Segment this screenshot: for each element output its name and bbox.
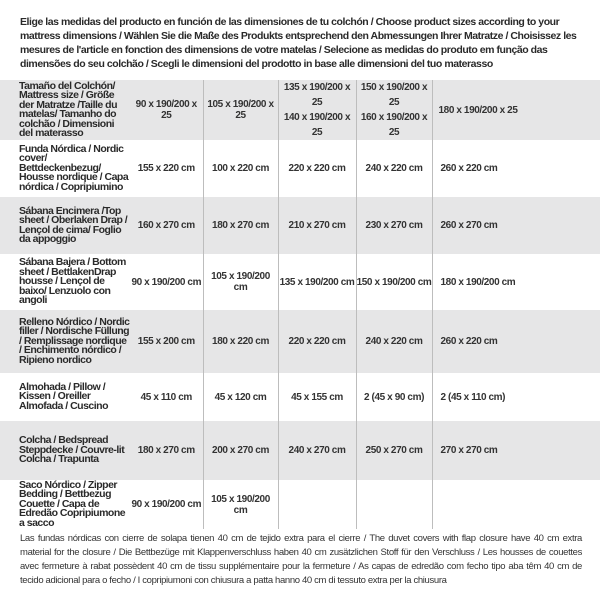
size-cell bbox=[355, 480, 432, 529]
row-label: Sábana Bajera / Bottom sheet / Bettlaken… bbox=[19, 256, 126, 307]
footnote: Las fundas nórdicas con cierre de solapa… bbox=[20, 533, 582, 586]
header-size: 105 x 190/200 x 25 bbox=[202, 80, 278, 140]
size-cell: 230 x 270 cm bbox=[355, 197, 432, 254]
size-cell: 45 x 120 cm bbox=[202, 373, 278, 421]
table-row: Relleno Nórdico / Nordic filler / Nordis… bbox=[0, 310, 600, 373]
size-cell: 240 x 220 cm bbox=[355, 140, 432, 197]
table-row: Sábana Encimera /Top sheet / Oberlaken D… bbox=[0, 197, 600, 254]
size-cell: 2 (45 x 90 cm) bbox=[355, 373, 432, 421]
table-row: Funda Nórdica / Nordic cover/ Bettdecken… bbox=[0, 140, 600, 197]
table-row: Almohada / Pillow / Kissen / Oreiller Al… bbox=[0, 373, 600, 421]
row-label: Funda Nórdica / Nordic cover/ Bettdecken… bbox=[19, 142, 129, 193]
header-label: Tamaño del Colchón/ Mattress size / Größ… bbox=[0, 80, 130, 140]
size-cell: 260 x 220 cm bbox=[431, 140, 600, 197]
size-cell: 105 x 190/200 cm bbox=[202, 254, 278, 310]
size-table: Tamaño del Colchón/ Mattress size / Größ… bbox=[0, 80, 600, 529]
table-header-row: Tamaño del Colchón/ Mattress size / Größ… bbox=[0, 80, 600, 140]
row-label: Colcha / Bedspread Steppdecke / Couvre-l… bbox=[0, 421, 130, 480]
size-cell: 45 x 110 cm bbox=[140, 391, 193, 403]
size-cell: 160 x 270 cm bbox=[130, 197, 203, 254]
header-size: 90 x 190/200 x 25 bbox=[130, 80, 203, 140]
size-cell: 105 x 190/200 cm bbox=[202, 480, 278, 529]
intro-text: Elige las medidas del producto en funció… bbox=[20, 16, 577, 70]
table-row: Colcha / Bedspread Steppdecke / Couvre-l… bbox=[0, 421, 600, 480]
size-cell: 155 x 200 cm bbox=[130, 310, 203, 373]
size-cell: 180 x 220 cm bbox=[202, 310, 278, 373]
size-cell: 220 x 220 cm bbox=[277, 140, 356, 197]
size-cell bbox=[431, 480, 600, 529]
size-cell: 2 (45 x 110 cm) bbox=[431, 373, 600, 421]
size-cell: 240 x 220 cm bbox=[355, 310, 432, 373]
header-size: 180 x 190/200 x 25 bbox=[431, 80, 600, 140]
row-label: Sábana Encimera /Top sheet / Oberlaken D… bbox=[0, 197, 130, 254]
size-cell: 180 x 270 cm bbox=[130, 421, 203, 480]
header-size: 135 x 190/200 x 25 140 x 190/200 x 25 bbox=[277, 80, 356, 140]
table-row: Saco Nórdico / Zipper Bedding / Bettbezu… bbox=[0, 480, 600, 529]
size-cell: 180 x 190/200 cm bbox=[431, 254, 600, 310]
size-cell: 180 x 270 cm bbox=[202, 197, 278, 254]
size-cell: 260 x 270 cm bbox=[431, 197, 600, 254]
size-cell: 270 x 270 cm bbox=[431, 421, 600, 480]
row-label: Saco Nórdico / Zipper Bedding / Bettbezu… bbox=[19, 478, 126, 529]
size-cell: 260 x 220 cm bbox=[431, 310, 600, 373]
size-cell: 220 x 220 cm bbox=[277, 310, 356, 373]
size-cell: 155 x 220 cm bbox=[137, 163, 195, 174]
size-cell: 150 x 190/200 cm bbox=[355, 254, 432, 310]
row-label: Relleno Nórdico / Nordic filler / Nordis… bbox=[0, 310, 130, 373]
table-row: Sábana Bajera / Bottom sheet / Bettlaken… bbox=[0, 254, 600, 310]
size-cell bbox=[277, 480, 356, 529]
size-cell: 200 x 270 cm bbox=[202, 421, 278, 480]
size-cell: 90 x 190/200 cm bbox=[131, 499, 202, 510]
size-cell: 135 x 190/200 cm bbox=[277, 254, 356, 310]
header-size: 150 x 190/200 x 25 160 x 190/200 x 25 bbox=[355, 80, 432, 140]
row-label: Almohada / Pillow / Kissen / Oreiller Al… bbox=[19, 380, 109, 412]
size-cell: 250 x 270 cm bbox=[355, 421, 432, 480]
size-cell: 240 x 270 cm bbox=[277, 421, 356, 480]
size-cell: 100 x 220 cm bbox=[202, 140, 278, 197]
size-cell: 45 x 155 cm bbox=[277, 373, 356, 421]
size-cell: 210 x 270 cm bbox=[277, 197, 356, 254]
size-cell: 90 x 190/200 cm bbox=[131, 276, 202, 288]
